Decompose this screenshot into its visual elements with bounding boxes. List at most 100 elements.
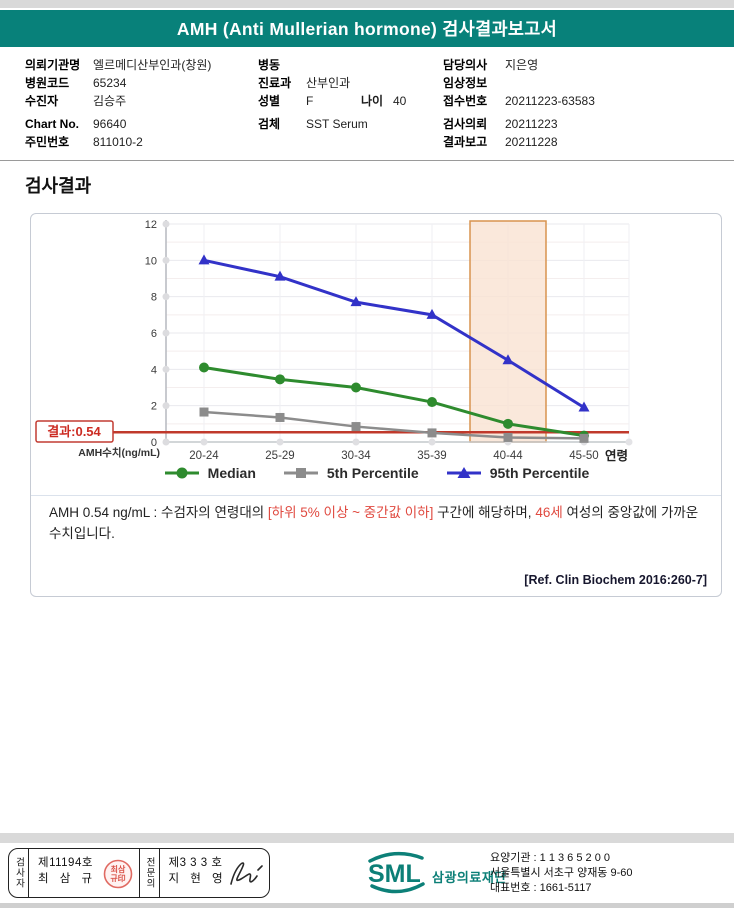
svg-text:4: 4 [151, 364, 157, 376]
field-value: 65234 [93, 76, 127, 90]
address: 서울특별시 서초구 양재동 9-60 [490, 867, 633, 879]
patient-info-col3: 담당의사 지은영 임상정보 접수번호 20211223-63583 검사의뢰 2021… [443, 56, 595, 151]
info-row: 담당의사 지은영 [443, 56, 595, 74]
info-row: 병동 [258, 56, 406, 74]
svg-text:12: 12 [145, 219, 157, 231]
info-row: 검체 SST Serum [258, 115, 406, 133]
info-row: 결과보고 20211228 [443, 133, 595, 151]
report-header-bar: AMH (Anti Mullerian hormone) 검사결과보고서 [0, 10, 734, 47]
examiner-cert-no: 제11194호 [38, 857, 93, 869]
info-row: Chart No. 96640 [25, 115, 211, 133]
svg-text:결과:0.54: 결과:0.54 [47, 424, 101, 439]
sml-logo-icon: SML [368, 851, 425, 894]
field-value: 40 [393, 94, 407, 108]
examiner-signature-box: 검사자 제11194호 최 삼 규 최삼 규印 전문의 제3 3 3 호 지 현… [8, 848, 270, 898]
info-row: 검사의뢰 20211223 [443, 115, 595, 133]
legend-label: 5th Percentile [326, 465, 419, 481]
specialist-role-label: 전문의 [138, 849, 160, 897]
footer-contact-info: 요양기관 : 1 1 3 6 5 2 0 0 서울특별시 서초구 양재동 9-6… [490, 851, 633, 896]
legend-label: Median [207, 465, 256, 481]
field-label: 의뢰기관명 [25, 58, 81, 72]
field-value: 김승주 [93, 94, 127, 108]
result-text-part: 여성의 중앙값에 가까운 수치입니다. [49, 505, 699, 541]
svg-text:10: 10 [145, 255, 157, 267]
result-chart-card: 0 2 4 6 8 10 12 20-24 25-29 30-34 35-39 40-44 45-50 연… [30, 213, 722, 597]
svg-text:25-29: 25-29 [265, 450, 294, 462]
field-value: 96640 [93, 117, 127, 131]
svg-text:6: 6 [151, 328, 157, 340]
field-label: 검체 [258, 117, 281, 131]
field-label: 검사의뢰 [443, 117, 488, 131]
examiner-role-label: 검사자 [9, 849, 29, 897]
info-row: 주민번호 811010-2 [25, 133, 211, 151]
footer-border-strip [0, 833, 734, 843]
svg-text:AMH수치(ng/mL): AMH수치(ng/mL) [78, 446, 160, 459]
svg-text:0: 0 [151, 437, 157, 449]
section-title: 검사결과 [25, 176, 92, 196]
info-row: 의뢰기관명 엘르메디산부인과(창원) [25, 56, 211, 74]
reference-citation: [Ref. Clin Biochem 2016:260-7] [524, 573, 707, 587]
svg-text:40-44: 40-44 [493, 450, 523, 462]
specialist-name: 지 현 영 [168, 873, 227, 885]
legend-item-median: Median [163, 465, 256, 481]
field-label: 임상정보 [443, 76, 488, 90]
field-value: 지은영 [505, 58, 539, 72]
foundation-name: 삼광의료재단 [432, 870, 507, 885]
legend-label: 95th Percentile [489, 465, 590, 481]
svg-text:최삼: 최삼 [110, 864, 125, 874]
top-border-strip [0, 0, 734, 8]
examiner-credentials: 제11194호 최 삼 규 최삼 규印 [29, 849, 139, 897]
specialist-signature-icon [230, 862, 263, 885]
field-label: 결과보고 [443, 135, 488, 149]
field-value: 엘르메디산부인과(창원) [93, 58, 212, 72]
legend-item-5th-percentile: 5th Percentile [282, 465, 419, 481]
care-org-number: 요양기관 : 1 1 3 6 5 2 0 0 [490, 852, 610, 864]
field-value: 산부인과 [306, 76, 351, 90]
info-row: 병원코드 65234 [25, 74, 211, 92]
info-row: 임상정보 [443, 74, 595, 92]
field-value: 20211223 [505, 117, 558, 131]
field-label: 병동 [258, 58, 281, 72]
examiner-seal-stamp-icon: 최삼 규印 [103, 859, 132, 889]
svg-text:20-24: 20-24 [189, 450, 219, 462]
median-line-icon [164, 467, 199, 479]
patient-info-col2: 병동 진료과 산부인과 성별 F 나이 40 검체 SST Serum [258, 56, 406, 133]
field-value: SST Serum [306, 117, 368, 131]
field-value: F [306, 94, 314, 108]
report-title: AMH (Anti Mullerian hormone) 검사결과보고서 [176, 19, 558, 39]
result-text-part: AMH 0.54 ng/mL : 수검자의 연령대의 [49, 505, 268, 520]
chart-legend: Median 5th Percentile 95th Percentile [31, 465, 721, 481]
svg-text:2: 2 [151, 401, 157, 413]
field-label: 진료과 [258, 76, 292, 90]
field-label: 성별 [258, 94, 281, 108]
amh-chart: 0 2 4 6 8 10 12 20-24 25-29 30-34 35-39 40-44 45-50 연… [35, 219, 633, 463]
field-label: 수진자 [25, 94, 59, 108]
result-highlight-age: 46세 [535, 505, 563, 520]
specialist-cert-no: 제3 3 3 호 [168, 857, 223, 869]
svg-text:SML: SML [368, 860, 421, 888]
info-row: 수진자 김승주 [25, 92, 211, 110]
info-row: 진료과 산부인과 [258, 74, 406, 92]
svg-text:8: 8 [151, 292, 157, 304]
percentile95-line-icon [446, 467, 481, 478]
field-label: 담당의사 [443, 58, 488, 72]
info-row: 접수번호 20211223-63583 [443, 92, 595, 110]
specialist-credentials: 제3 3 3 호 지 현 영 [160, 849, 270, 897]
field-value: 811010-2 [93, 135, 143, 149]
field-label: 병원코드 [25, 76, 70, 90]
legend-item-95th-percentile: 95th Percentile [445, 465, 590, 481]
bottom-border-strip [0, 903, 734, 908]
field-value: 20211228 [505, 135, 558, 149]
svg-text:45-50: 45-50 [569, 450, 598, 462]
field-label: Chart No. [25, 117, 79, 131]
field-label: 나이 [361, 94, 384, 108]
field-value: 20211223-63583 [505, 94, 595, 108]
result-interpretation: AMH 0.54 ng/mL : 수검자의 연령대의 [하위 5% 이상 ~ 중… [49, 503, 705, 545]
result-text-part: 구간에 해당하며, [433, 505, 536, 520]
card-divider [31, 495, 721, 496]
svg-text:30-34: 30-34 [341, 450, 371, 462]
examiner-name: 최 삼 규 [38, 873, 97, 885]
result-highlight-range: [하위 5% 이상 ~ 중간값 이하] [267, 505, 434, 520]
patient-info-col1: 의뢰기관명 엘르메디산부인과(창원) 병원코드 65234 수진자 김승주 Chart… [25, 56, 211, 151]
svg-text:35-39: 35-39 [417, 450, 446, 462]
